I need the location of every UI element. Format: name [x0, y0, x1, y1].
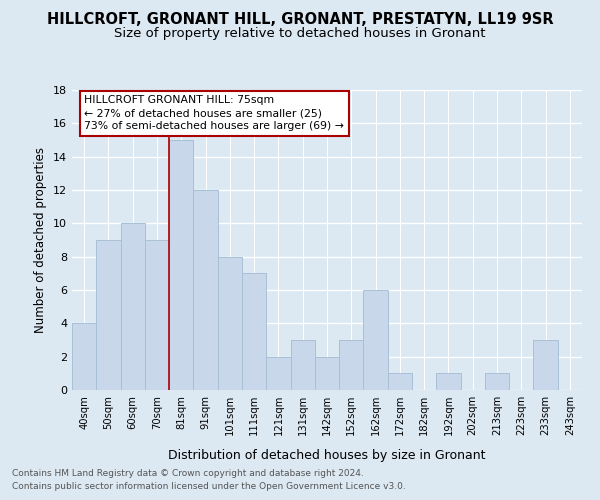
Bar [533, 340, 558, 390]
Bar [96, 240, 121, 390]
X-axis label: Distribution of detached houses by size in Gronant: Distribution of detached houses by size … [168, 449, 486, 462]
Bar [121, 224, 145, 390]
Bar [436, 374, 461, 390]
Text: Contains HM Land Registry data © Crown copyright and database right 2024.: Contains HM Land Registry data © Crown c… [12, 468, 364, 477]
Text: Contains public sector information licensed under the Open Government Licence v3: Contains public sector information licen… [12, 482, 406, 491]
Bar [145, 240, 169, 390]
Text: Size of property relative to detached houses in Gronant: Size of property relative to detached ho… [114, 28, 486, 40]
Bar [485, 374, 509, 390]
Bar [364, 290, 388, 390]
Bar [315, 356, 339, 390]
Bar [72, 324, 96, 390]
Y-axis label: Number of detached properties: Number of detached properties [34, 147, 47, 333]
Bar [388, 374, 412, 390]
Bar [242, 274, 266, 390]
Bar [339, 340, 364, 390]
Bar [193, 190, 218, 390]
Bar [218, 256, 242, 390]
Bar [290, 340, 315, 390]
Bar [266, 356, 290, 390]
Text: HILLCROFT GRONANT HILL: 75sqm
← 27% of detached houses are smaller (25)
73% of s: HILLCROFT GRONANT HILL: 75sqm ← 27% of d… [85, 95, 344, 132]
Bar [169, 140, 193, 390]
Text: HILLCROFT, GRONANT HILL, GRONANT, PRESTATYN, LL19 9SR: HILLCROFT, GRONANT HILL, GRONANT, PRESTA… [47, 12, 553, 28]
